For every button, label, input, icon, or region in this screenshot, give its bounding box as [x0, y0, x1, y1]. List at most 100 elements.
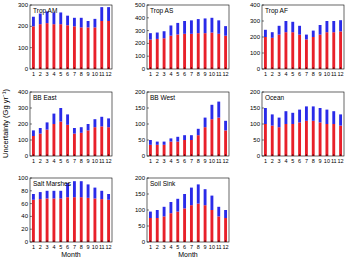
panel-title: BB West: [150, 94, 175, 101]
bar: [224, 121, 227, 131]
bar: [73, 197, 76, 242]
bar: [80, 197, 83, 242]
x-tick: [40, 154, 41, 156]
panel-title: Ocean: [265, 94, 285, 101]
y-tick-label: 40: [21, 213, 28, 219]
bars: [32, 7, 110, 69]
y-tick-label: 0: [25, 239, 29, 245]
x-tick-label: 4: [169, 71, 172, 77]
y-tick: [147, 30, 149, 31]
x-tick: [74, 67, 75, 69]
x-tick-label: 12: [338, 71, 344, 77]
bar: [325, 124, 328, 156]
x-tick-label: 8: [80, 158, 83, 164]
bar: [46, 122, 49, 129]
bar: [73, 18, 76, 27]
panel-title: Trop AS: [150, 7, 174, 15]
y-tick: [30, 156, 32, 157]
x-tick: [88, 67, 89, 69]
x-tick-label: 7: [305, 158, 308, 164]
x-tick-label: 12: [106, 158, 112, 164]
bar: [339, 126, 342, 156]
x-tick-label: 1: [264, 158, 267, 164]
x-tick-label: 5: [176, 71, 179, 77]
x-tick: [177, 240, 178, 242]
bar: [278, 35, 281, 69]
y-axis-label: Uncertainty (Gg yr⁻¹): [1, 89, 10, 158]
x-tick-label: 4: [169, 158, 172, 164]
bar: [39, 128, 42, 134]
x-tick-label: 6: [66, 244, 69, 250]
bar: [271, 126, 274, 156]
y-tick-label: 0: [142, 153, 146, 159]
bar: [149, 145, 152, 156]
y-tick: [147, 140, 149, 141]
x-tick-label: 11: [216, 158, 222, 164]
y-tick: [30, 92, 32, 93]
x-tick-label: 1: [32, 158, 35, 164]
bar: [73, 26, 76, 69]
x-tick-label: 12: [106, 244, 112, 250]
x-tick-label: 10: [92, 244, 98, 250]
y-tick-label: 150: [135, 105, 146, 111]
y-tick: [30, 242, 32, 243]
x-tick-label: 1: [264, 71, 267, 77]
x-tick: [225, 154, 226, 156]
bar: [217, 20, 220, 33]
x-tick: [265, 67, 266, 69]
y-tick-label: 100: [135, 53, 146, 59]
bar: [39, 199, 42, 242]
y-tick: [30, 69, 32, 70]
bar: [107, 7, 110, 21]
x-tick-label: 12: [223, 244, 229, 250]
x-tick-label: 11: [216, 71, 222, 77]
bar: [59, 191, 62, 199]
y-tick: [147, 210, 149, 211]
y-tick: [30, 26, 32, 27]
x-tick-label: 9: [204, 71, 207, 77]
bar: [169, 138, 172, 141]
y-tick: [262, 69, 264, 70]
x-tick: [211, 240, 212, 242]
y-tick: [30, 5, 32, 6]
figure: Uncertainty (Gg yr⁻¹)0100200300123456789…: [0, 0, 348, 263]
y-tick-label: 0: [257, 66, 261, 72]
bar: [149, 140, 152, 145]
y-tick: [147, 124, 149, 125]
bar: [100, 199, 103, 242]
x-tick-label: 6: [183, 71, 186, 77]
bar: [163, 142, 166, 145]
x-tick: [60, 67, 61, 69]
bar: [169, 25, 172, 35]
x-tick: [33, 154, 34, 156]
x-tick: [150, 154, 151, 156]
x-tick: [225, 240, 226, 242]
bar: [32, 26, 35, 69]
bar: [59, 24, 62, 69]
x-tick: [177, 154, 178, 156]
x-tick-label: 7: [190, 71, 193, 77]
bar: [149, 33, 152, 39]
x-tick-label: 9: [87, 71, 90, 77]
y-tick-label: 400: [135, 15, 146, 21]
bar: [156, 33, 159, 39]
bar: [183, 140, 186, 156]
x-tick: [326, 154, 327, 156]
x-tick-label: 10: [209, 71, 215, 77]
bar: [197, 135, 200, 156]
x-tick: [279, 154, 280, 156]
x-tick: [157, 67, 158, 69]
x-tick: [218, 154, 219, 156]
bar: [298, 110, 301, 123]
bar: [32, 200, 35, 242]
bar: [217, 207, 220, 217]
x-tick: [272, 67, 273, 69]
x-tick: [67, 154, 68, 156]
y-tick: [147, 5, 149, 6]
bar: [312, 37, 315, 69]
bar: [80, 127, 83, 133]
y-tick-label: 150: [250, 105, 261, 111]
bar: [190, 140, 193, 156]
bar: [264, 30, 267, 37]
x-tick-label: 6: [66, 71, 69, 77]
